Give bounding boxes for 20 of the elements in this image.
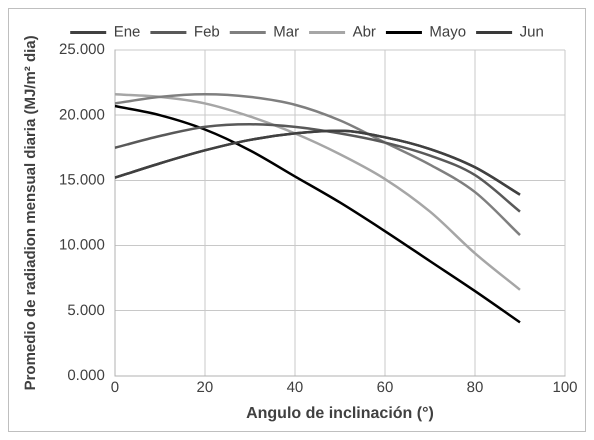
x-tick-label: 20 — [196, 378, 214, 396]
y-tick-label: 0.000 — [67, 366, 105, 384]
y-tick-label: 20.000 — [58, 106, 105, 124]
legend-label: Feb — [194, 24, 220, 41]
legend-label: Mar — [273, 24, 300, 41]
legend-label: Ene — [114, 24, 140, 41]
legend-label: Mayo — [429, 24, 466, 41]
x-tick-label: 80 — [466, 378, 484, 396]
x-tick-label: 60 — [376, 378, 394, 396]
y-tick-label: 5.000 — [67, 302, 105, 319]
y-axis-title: Promedio de radiadion mensual diaria (MJ/m² dia) — [22, 35, 40, 390]
legend-label: Jun — [520, 24, 544, 41]
y-tick-label: 10.000 — [58, 236, 105, 254]
y-tick-label: 15.000 — [58, 171, 105, 188]
x-tick-label: 40 — [286, 378, 304, 396]
x-tick-label: 0 — [110, 378, 120, 396]
legend-label: Abr — [352, 24, 376, 41]
x-tick-label: 100 — [552, 378, 578, 396]
x-axis-title: Angulo de inclinación (°) — [246, 404, 434, 422]
y-tick-label: 25.000 — [58, 41, 105, 58]
